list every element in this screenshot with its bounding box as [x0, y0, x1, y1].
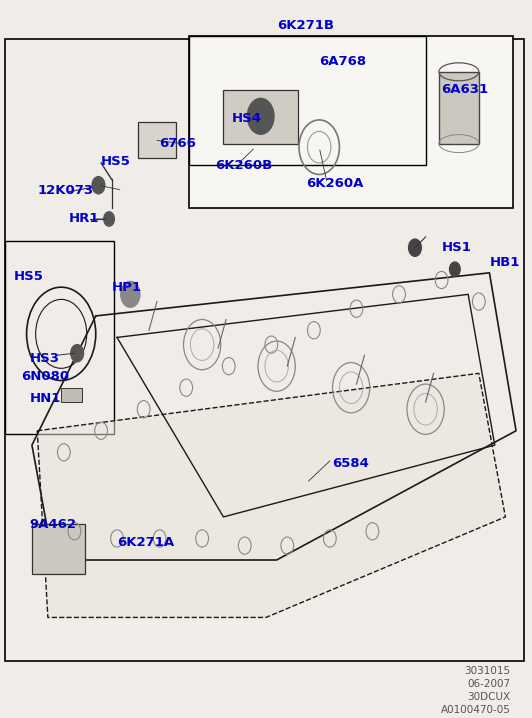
Text: 6N080: 6N080	[21, 370, 69, 383]
Circle shape	[92, 177, 105, 194]
Text: 6584: 6584	[332, 457, 369, 470]
Text: 06-2007: 06-2007	[468, 679, 511, 689]
Text: 6K271B: 6K271B	[277, 19, 334, 32]
Text: 30DCUX: 30DCUX	[468, 692, 511, 702]
Polygon shape	[37, 373, 505, 617]
Text: 6766: 6766	[160, 137, 196, 150]
Text: 12K073: 12K073	[37, 184, 93, 197]
Text: HP1: HP1	[112, 281, 142, 294]
Bar	[439, 72, 479, 144]
Circle shape	[450, 262, 460, 276]
Bar	[138, 122, 176, 158]
Circle shape	[409, 239, 421, 256]
Bar	[61, 388, 82, 402]
Text: 6A768: 6A768	[319, 55, 367, 67]
Text: 9A462: 9A462	[29, 518, 76, 531]
Text: HS1: HS1	[442, 241, 471, 254]
Text: 6K271A: 6K271A	[117, 536, 174, 549]
Bar	[189, 36, 513, 208]
Bar	[189, 36, 426, 165]
Text: A0100470-05: A0100470-05	[441, 705, 511, 715]
Text: HR1: HR1	[69, 213, 99, 225]
Text: 6A631: 6A631	[442, 83, 489, 96]
Circle shape	[247, 98, 274, 134]
Text: HN1: HN1	[29, 392, 61, 405]
Text: 6K260B: 6K260B	[215, 159, 273, 172]
Bar	[223, 90, 298, 144]
Circle shape	[71, 345, 84, 362]
Text: HS3: HS3	[29, 353, 59, 365]
Text: HS5: HS5	[13, 270, 43, 283]
Bar	[5, 39, 524, 661]
Circle shape	[104, 212, 114, 226]
Bar	[32, 524, 85, 574]
Text: HB1: HB1	[489, 256, 520, 269]
Text: HS5: HS5	[101, 155, 131, 168]
Text: 6K260A: 6K260A	[306, 177, 363, 190]
Text: 3031015: 3031015	[464, 666, 511, 676]
Bar	[5, 241, 114, 434]
Circle shape	[121, 281, 140, 307]
Text: HS4: HS4	[231, 112, 261, 125]
